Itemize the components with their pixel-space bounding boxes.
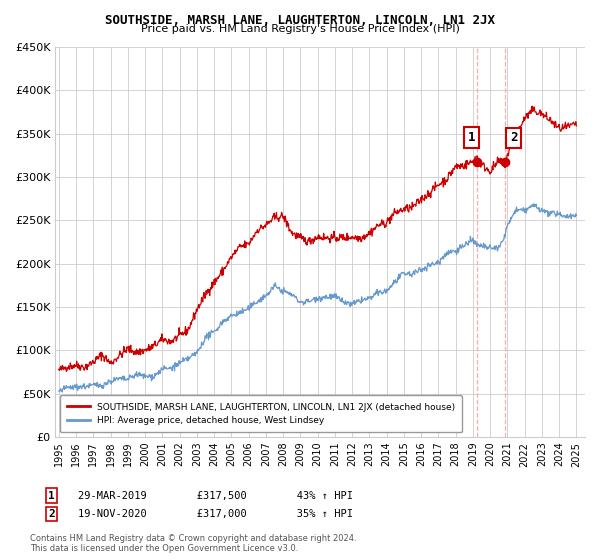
Text: SOUTHSIDE, MARSH LANE, LAUGHTERTON, LINCOLN, LN1 2JX: SOUTHSIDE, MARSH LANE, LAUGHTERTON, LINC… <box>105 14 495 27</box>
Text: 19-NOV-2020        £317,000        35% ↑ HPI: 19-NOV-2020 £317,000 35% ↑ HPI <box>78 509 353 519</box>
Legend: SOUTHSIDE, MARSH LANE, LAUGHTERTON, LINCOLN, LN1 2JX (detached house), HPI: Aver: SOUTHSIDE, MARSH LANE, LAUGHTERTON, LINC… <box>60 395 462 432</box>
Text: 29-MAR-2019        £317,500        43% ↑ HPI: 29-MAR-2019 £317,500 43% ↑ HPI <box>78 491 353 501</box>
Text: Contains HM Land Registry data © Crown copyright and database right 2024.
This d: Contains HM Land Registry data © Crown c… <box>30 534 356 553</box>
Text: 1: 1 <box>48 491 55 501</box>
Text: 1: 1 <box>468 131 475 144</box>
Text: Price paid vs. HM Land Registry's House Price Index (HPI): Price paid vs. HM Land Registry's House … <box>140 24 460 34</box>
Text: 2: 2 <box>510 132 518 144</box>
Text: 2: 2 <box>48 509 55 519</box>
